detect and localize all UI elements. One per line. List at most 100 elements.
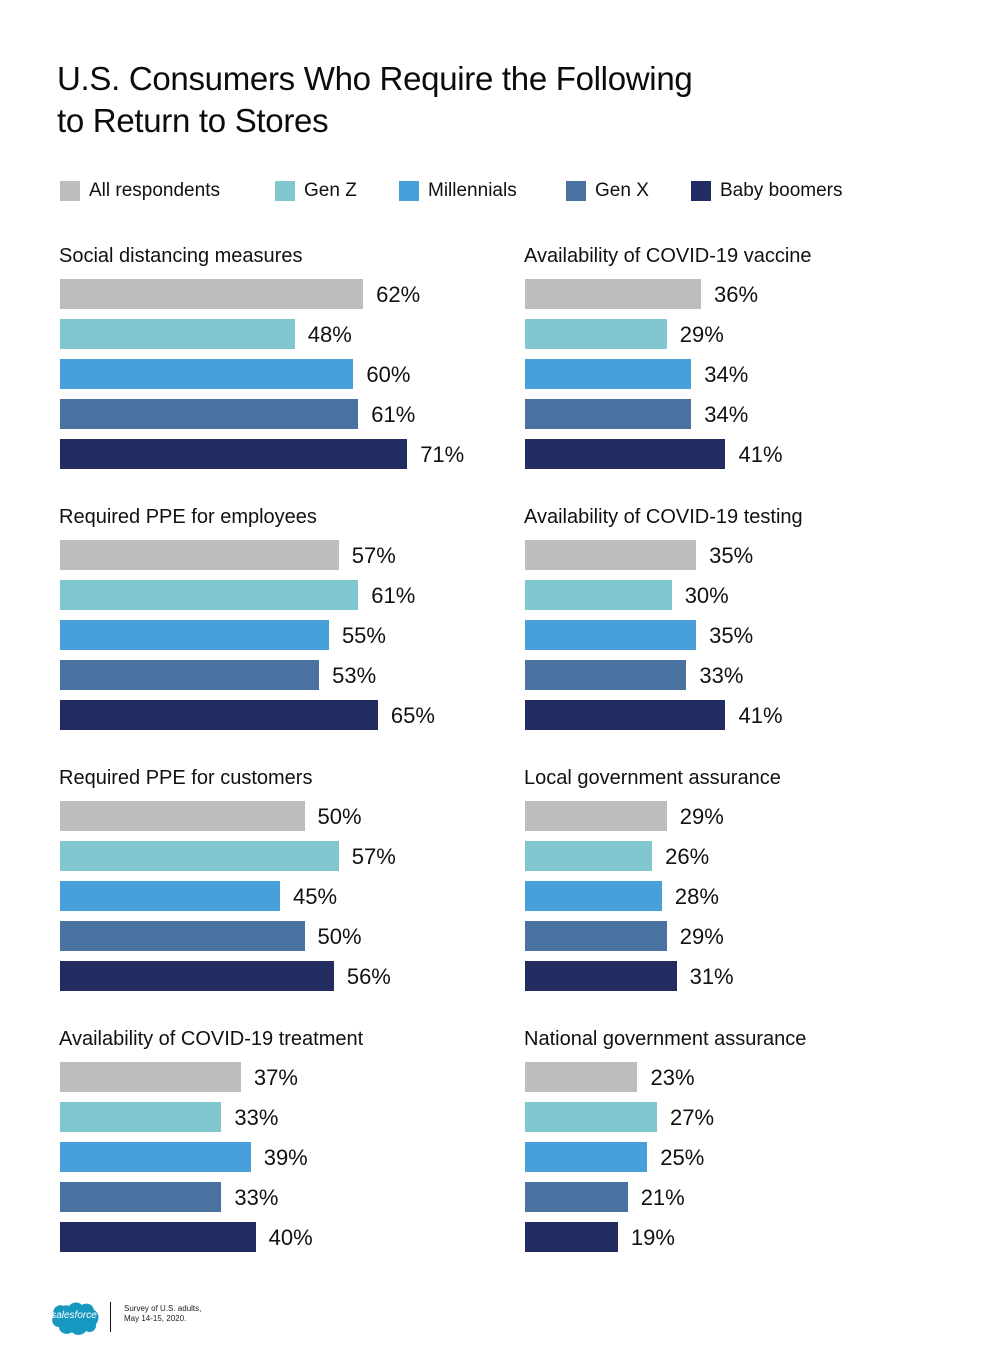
- chart-title: U.S. Consumers Who Require the Following…: [57, 58, 817, 142]
- panel-title: Social distancing measures: [59, 245, 303, 267]
- chart-panel: Local government assurance 29% 26% 28% 29% 31…: [524, 766, 965, 996]
- bar-baby-boomers: [525, 1222, 618, 1252]
- legend-label: Gen Z: [304, 180, 357, 201]
- bar-gen-z: [525, 841, 653, 871]
- bar-value-label: 27%: [670, 1105, 715, 1130]
- legend-item: Millennials: [399, 180, 517, 202]
- footer-note: Survey of U.S. adults, May 14-15, 2020.: [124, 1304, 201, 1324]
- bar-all-respondents: [525, 540, 697, 570]
- chart-title-line-2: to Return to Stores: [57, 102, 329, 139]
- legend-item: Baby boomers: [691, 180, 843, 202]
- bar-value-label: 31%: [689, 964, 734, 989]
- panel-title: Availability of COVID-19 treatment: [59, 1028, 364, 1050]
- bar-value-label: 56%: [346, 964, 391, 989]
- legend-swatch: [275, 181, 295, 201]
- legend-swatch: [60, 181, 80, 201]
- bar-baby-boomers: [60, 700, 378, 730]
- bar-all-respondents: [60, 1062, 241, 1092]
- legend-swatch: [691, 181, 711, 201]
- bar-gen-z: [525, 319, 667, 349]
- bar-value-label: 48%: [307, 322, 352, 347]
- bar-value-label: 35%: [709, 623, 754, 648]
- legend-label: Gen X: [595, 180, 649, 201]
- bar-baby-boomers: [60, 1222, 256, 1252]
- chart-panel: National government assurance 23% 27% 25% 21…: [524, 1027, 965, 1257]
- bar-value-label: 41%: [738, 442, 783, 467]
- bar-value-label: 33%: [234, 1105, 279, 1130]
- bar-gen-z: [525, 580, 672, 610]
- bar-value-label: 62%: [376, 282, 421, 307]
- bar-baby-boomers: [525, 439, 726, 469]
- bar-value-label: 71%: [420, 442, 465, 467]
- bar-all-respondents: [525, 801, 667, 831]
- footer-note-line-2: May 14-15, 2020.: [124, 1314, 187, 1323]
- bar-value-label: 55%: [341, 623, 386, 648]
- bar-value-label: 19%: [630, 1225, 675, 1250]
- panel-title: Required PPE for customers: [59, 767, 313, 789]
- legend-item: All respondents: [60, 180, 220, 202]
- legend-label: All respondents: [89, 180, 220, 201]
- chart-panel: Availability of COVID-19 testing 35% 30% 35…: [524, 505, 965, 735]
- bar-all-respondents: [525, 1062, 638, 1092]
- bar-gen-x: [525, 1182, 628, 1212]
- salesforce-logo-icon: [52, 1302, 99, 1335]
- bar-value-label: 61%: [371, 583, 416, 608]
- footer-divider: [110, 1302, 111, 1332]
- bar-value-label: 30%: [684, 583, 729, 608]
- panel-title: National government assurance: [524, 1028, 807, 1050]
- bar-value-label: 33%: [234, 1185, 279, 1210]
- bar-value-label: 21%: [640, 1185, 685, 1210]
- legend-label: Millennials: [428, 180, 517, 201]
- bar-value-label: 25%: [660, 1145, 705, 1170]
- bar-value-label: 23%: [650, 1065, 695, 1090]
- panel-title: Availability of COVID-19 testing: [524, 506, 803, 528]
- panel-title: Required PPE for employees: [59, 506, 317, 528]
- bar-value-label: 50%: [317, 924, 362, 949]
- footer-note-line-1: Survey of U.S. adults,: [124, 1304, 202, 1313]
- bar-value-label: 33%: [699, 663, 744, 688]
- bar-value-label: 40%: [268, 1225, 313, 1250]
- bar-gen-z: [60, 841, 339, 871]
- bar-all-respondents: [60, 540, 339, 570]
- bar-value-label: 35%: [709, 543, 754, 568]
- bar-value-label: 34%: [704, 362, 749, 387]
- bar-millennials: [60, 1142, 251, 1172]
- bar-value-label: 65%: [390, 703, 435, 728]
- bar-gen-x: [525, 660, 687, 690]
- chart-panel: Social distancing measures 62% 48% 60% 61% 71…: [59, 244, 500, 474]
- bar-value-label: 29%: [679, 924, 724, 949]
- bar-baby-boomers: [60, 961, 334, 991]
- panel-title: Local government assurance: [524, 767, 781, 789]
- bar-value-label: 41%: [738, 703, 783, 728]
- bar-baby-boomers: [525, 700, 726, 730]
- panel-title: Availability of COVID-19 vaccine: [524, 245, 812, 267]
- chart-panel: Required PPE for employees 57% 61% 55% 53% 65…: [59, 505, 500, 735]
- bar-value-label: 37%: [253, 1065, 298, 1090]
- bar-millennials: [60, 620, 329, 650]
- bar-gen-z: [60, 1102, 222, 1132]
- bar-all-respondents: [60, 279, 364, 309]
- legend-item: Gen Z: [275, 180, 357, 202]
- bar-gen-x: [60, 1182, 222, 1212]
- bar-gen-z: [60, 319, 295, 349]
- chart-panel: Availability of COVID-19 treatment 37% 33%…: [59, 1027, 500, 1257]
- bar-gen-z: [60, 580, 359, 610]
- bar-gen-x: [60, 399, 359, 429]
- bar-baby-boomers: [60, 439, 408, 469]
- bar-baby-boomers: [525, 961, 677, 991]
- bar-value-label: 61%: [371, 402, 416, 427]
- legend-label: Baby boomers: [720, 180, 843, 201]
- bar-value-label: 28%: [674, 884, 719, 909]
- bar-value-label: 34%: [704, 402, 749, 427]
- bar-millennials: [60, 881, 281, 911]
- bar-value-label: 50%: [317, 804, 362, 829]
- bar-millennials: [525, 359, 692, 389]
- bar-value-label: 53%: [332, 663, 377, 688]
- bar-value-label: 57%: [351, 543, 396, 568]
- bar-value-label: 26%: [665, 844, 710, 869]
- bar-value-label: 60%: [366, 362, 411, 387]
- bar-value-label: 45%: [293, 884, 338, 909]
- bar-gen-z: [525, 1102, 658, 1132]
- bar-gen-x: [525, 399, 692, 429]
- chart-title-line-1: U.S. Consumers Who Require the Following: [57, 60, 693, 97]
